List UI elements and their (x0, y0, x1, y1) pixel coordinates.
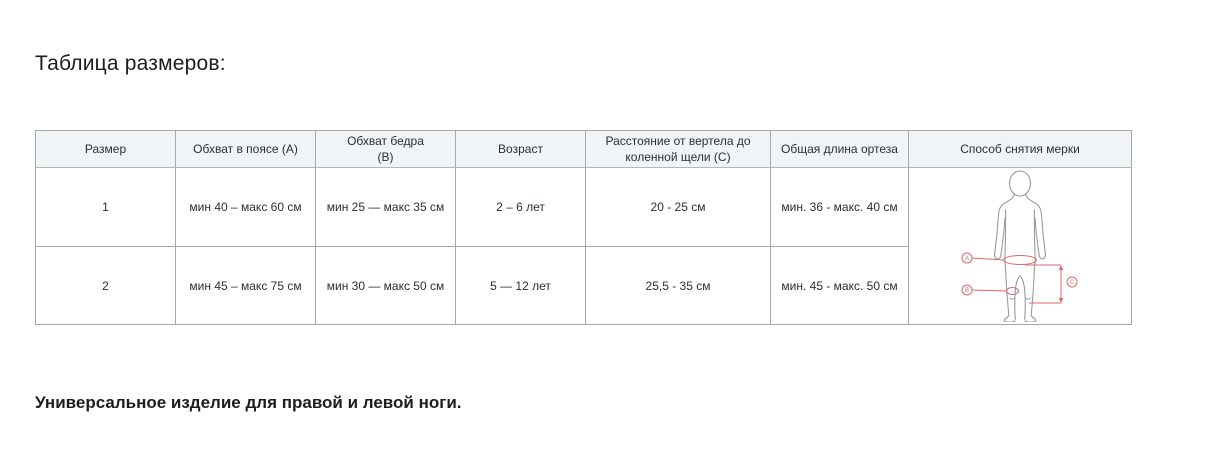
table-row: 2 мин 45 – макс 75 см мин 30 — макс 50 с… (35, 245, 1132, 326)
header-distance: Расстояние от вертела до коленной щели (… (585, 129, 771, 169)
header-size: Размер (35, 129, 176, 169)
header-waist: Обхват в поясе (А) (175, 129, 316, 169)
header-row: Размер Обхват в поясе (А) Обхват бедра (… (35, 129, 1132, 169)
figure-label-c: С (1070, 281, 1075, 287)
figure-label-b: В (965, 289, 969, 295)
size-table: Размер Обхват в поясе (А) Обхват бедра (… (35, 129, 1132, 326)
cell-length-1: мин. 36 - макс. 40 см (770, 167, 909, 247)
cell-waist-1: мин 40 – макс 60 см (175, 167, 316, 247)
measurement-figure-cell: А В С (908, 167, 1132, 326)
header-figure: Способ снятия мерки (908, 129, 1132, 169)
cell-size-1: 1 (35, 167, 176, 247)
page-title: Таблица размеров: (35, 52, 226, 75)
cell-hip-2: мин 30 — макс 50 см (315, 245, 456, 326)
size-table-header: Размер Обхват в поясе (А) Обхват бедра (… (35, 129, 1132, 169)
table-row: 1 мин 40 – макс 60 см мин 25 — макс 35 с… (35, 167, 1132, 326)
measurement-figure: А В С (917, 170, 1123, 323)
page: Таблица размеров: Размер Обхват в поясе … (35, 52, 1132, 413)
cell-size-2: 2 (35, 245, 176, 326)
cell-distance-1: 20 - 25 см (585, 167, 771, 247)
header-length: Общая длина ортеза (770, 129, 909, 169)
header-hip: Обхват бедра (В) (315, 129, 456, 169)
figure-label-a: А (965, 257, 969, 263)
cell-age-1: 2 – 6 лет (455, 167, 586, 247)
cell-hip-1: мин 25 — макс 35 см (315, 167, 456, 247)
cell-waist-2: мин 45 – макс 75 см (175, 245, 316, 326)
cell-distance-2: 25,5 - 35 см (585, 245, 771, 326)
cell-length-2: мин. 45 - макс. 50 см (770, 245, 909, 326)
body-measurement-diagram-icon: А В С (961, 170, 1078, 323)
header-age: Возраст (455, 129, 586, 169)
universal-product-note: Универсальное изделие для правой и левой… (35, 393, 462, 413)
cell-age-2: 5 — 12 лет (455, 245, 586, 326)
